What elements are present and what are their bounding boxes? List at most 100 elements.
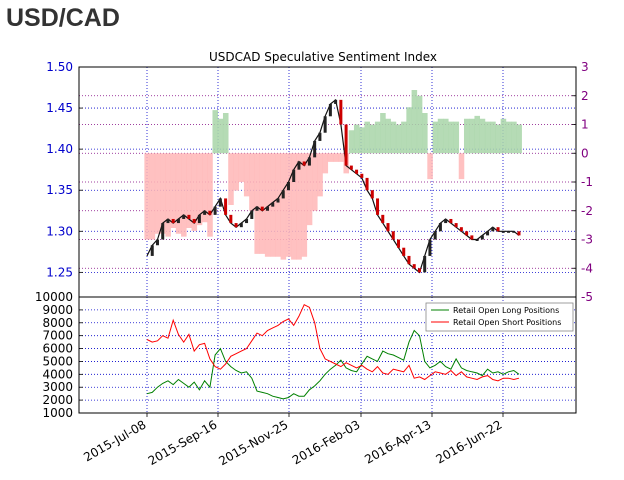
price-candle	[203, 210, 207, 215]
sentiment-bar	[469, 118, 475, 154]
price-candle	[239, 223, 243, 228]
positions-tick-label: 8000	[42, 316, 73, 330]
sentiment-bar	[264, 153, 271, 257]
sentiment-bar	[275, 153, 281, 257]
price-candle	[349, 165, 353, 170]
price-candle	[266, 206, 270, 211]
sentiment-bar	[500, 118, 507, 154]
sentiment-bar	[285, 153, 292, 257]
sentiment-bar	[228, 153, 234, 205]
price-candle	[470, 235, 474, 240]
bottom-plot-frame	[78, 296, 577, 414]
sentiment-bar	[453, 121, 460, 154]
sentiment-bar	[427, 153, 433, 180]
price-candle	[171, 218, 175, 224]
price-candle	[501, 231, 505, 233]
price-candle	[376, 198, 380, 215]
price-tick-label: 1.30	[46, 224, 73, 238]
sentiment-bar	[217, 118, 224, 154]
price-tick-label: 1.50	[46, 60, 73, 74]
positions-tick-label: 1000	[42, 406, 73, 420]
legend-short-label: Retail Open Short Positions	[453, 318, 561, 327]
sentiment-bar	[165, 153, 171, 237]
sentiment-bar	[301, 153, 308, 257]
sentiment-bar	[186, 153, 192, 228]
sentiment-bar	[401, 121, 407, 154]
date-tick-label: 2016-Apr-13	[362, 417, 433, 466]
sentiment-tick-label: -1	[581, 175, 593, 189]
price-candle	[391, 231, 395, 240]
price-candle	[480, 235, 484, 240]
sentiment-bar	[212, 110, 219, 154]
date-tick-label: 2016-Jun-22	[434, 417, 505, 466]
price-candle	[313, 140, 317, 158]
sentiment-bar	[484, 121, 491, 154]
sentiment-bar	[406, 107, 412, 154]
price-candle	[433, 231, 437, 240]
price-candle	[507, 231, 511, 233]
price-candle	[475, 239, 479, 241]
sentiment-bar	[422, 113, 428, 154]
price-candle	[234, 223, 238, 228]
sentiment-bar	[348, 130, 355, 154]
sentiment-tick-label: 0	[581, 146, 589, 160]
price-candle	[292, 169, 296, 182]
page-title: USD/CAD	[6, 4, 120, 32]
sentiment-axis: -5 -4 -3 -2 -1 0 1 2 3	[572, 60, 593, 304]
sentiment-bar	[317, 153, 323, 197]
price-candle	[255, 206, 259, 211]
sentiment-bar	[353, 124, 360, 154]
positions-tick-label: 5000	[42, 354, 73, 368]
price-candle	[166, 218, 170, 224]
date-tick-label: 2015-Sep-16	[146, 417, 220, 468]
sentiment-bar	[160, 153, 166, 234]
price-candle	[423, 255, 427, 273]
long-positions-line	[146, 329, 520, 400]
price-candle	[208, 210, 212, 215]
sentiment-bar	[202, 153, 208, 223]
sentiment-bar	[338, 153, 344, 162]
sentiment-tick-label: -3	[581, 233, 593, 247]
positions-tick-label: 10000	[35, 290, 73, 304]
price-candle	[486, 231, 490, 236]
sentiment-bar	[432, 121, 439, 154]
sentiment-bar	[144, 153, 150, 240]
price-tick-label: 1.35	[46, 183, 73, 197]
sentiment-tick-label: -5	[581, 290, 593, 304]
chart-title: USDCAD Speculative Sentiment Index	[209, 50, 437, 64]
price-candle	[297, 161, 301, 170]
positions-axis: 1000200030004000500060007000800090001000…	[35, 290, 83, 420]
sentiment-bar	[359, 127, 365, 154]
sentiment-bar	[458, 153, 465, 180]
price-candle	[271, 202, 275, 207]
sentiment-bar	[369, 124, 376, 154]
price-candle	[459, 227, 463, 232]
price-candle	[155, 239, 159, 246]
sentiment-bar	[495, 124, 501, 154]
price-candle	[302, 161, 306, 166]
price-candle	[218, 198, 222, 207]
sentiment-bar	[291, 153, 297, 260]
sentiment-bar	[416, 95, 423, 154]
price-candle	[370, 190, 374, 199]
price-candle	[412, 264, 416, 269]
sentiment-bar	[437, 118, 444, 154]
sentiment-bar	[207, 153, 213, 237]
sentiment-bar	[149, 153, 156, 240]
sentiment-tick-label: -2	[581, 204, 593, 218]
sentiment-tick-label: -4	[581, 261, 593, 275]
price-candle	[355, 169, 359, 174]
sentiment-tick-label: 2	[581, 89, 589, 103]
date-tick-label: 2015-Jul-08	[81, 417, 148, 464]
date-tick-label: 2016-Feb-03	[290, 417, 363, 467]
price-candle	[512, 231, 516, 233]
price-candle	[276, 198, 280, 203]
price-candle	[286, 182, 290, 191]
sentiment-bar	[191, 153, 198, 231]
sentiment-bar	[448, 121, 454, 154]
price-candle	[323, 116, 327, 133]
sentiment-bar	[364, 121, 370, 154]
sentiment-bar	[505, 121, 512, 154]
